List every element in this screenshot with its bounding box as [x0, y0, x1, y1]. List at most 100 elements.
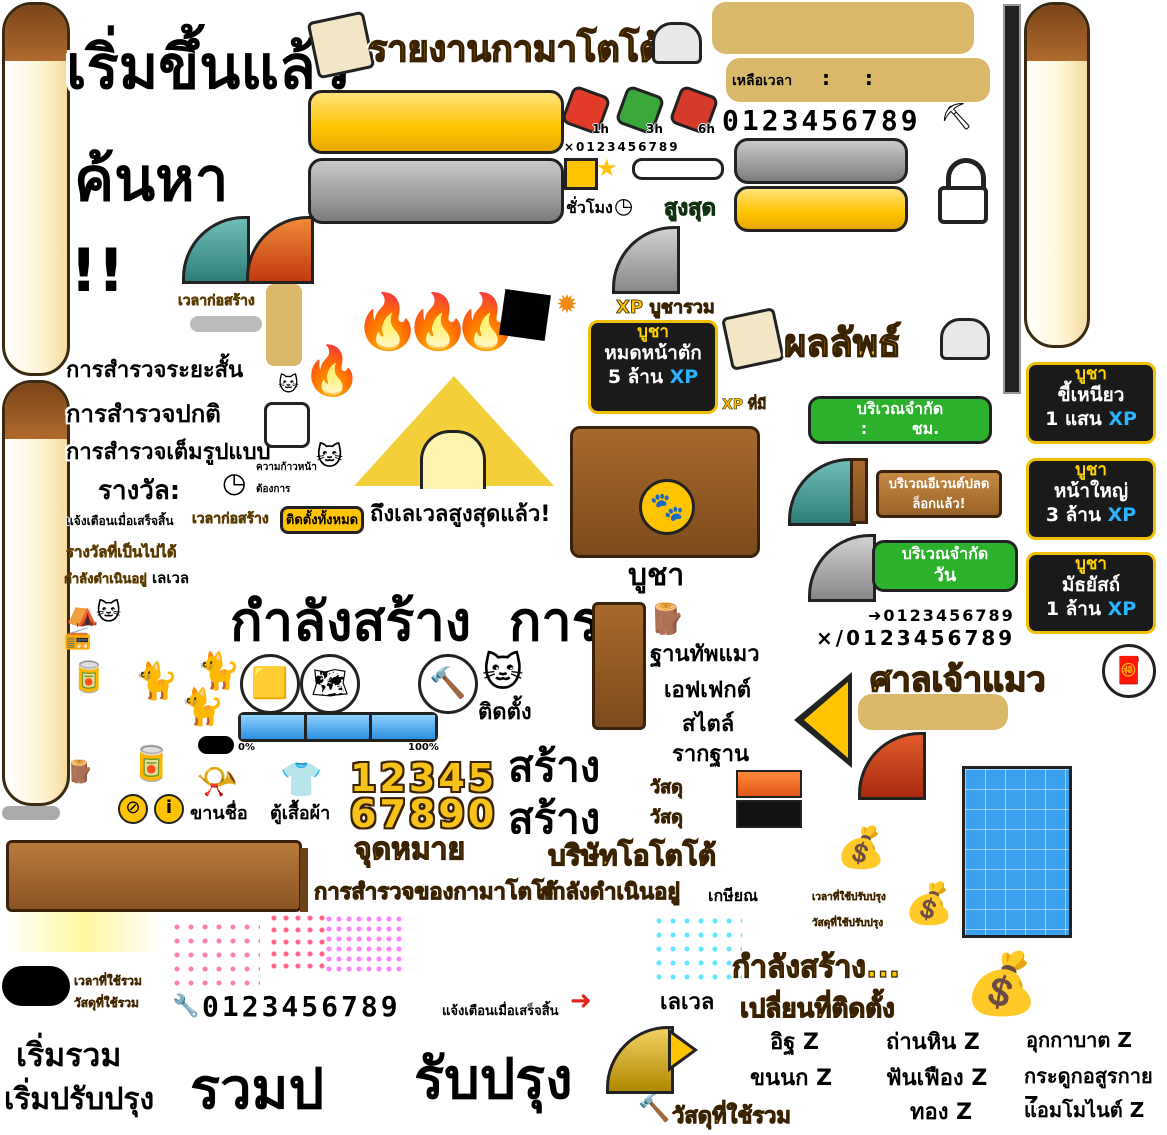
- change-install: เปลี่ยนที่ติดตั้ง: [739, 993, 895, 1024]
- speech-bubble: [264, 402, 310, 448]
- right-frame: [1003, 4, 1021, 394]
- offer-line-1: หมดหน้าตัก: [604, 342, 702, 364]
- hammer-bubble[interactable]: 🔨: [418, 654, 478, 714]
- tan-bar-top: [712, 2, 974, 54]
- build-time-label: เวลาก่อสร้าง: [178, 293, 255, 310]
- black-swatch: [736, 800, 802, 828]
- teal-corner-2: [788, 458, 856, 526]
- build-time-btn[interactable]: เวลาก่อสร้าง: [192, 511, 269, 528]
- wood-sign-board: [6, 840, 302, 912]
- mat-coal: ถ่านหิน Z: [886, 1030, 980, 1055]
- offer-title-3: บูชา: [1075, 460, 1107, 480]
- gold-bag-icon: 💰: [836, 825, 886, 871]
- tan-bar-shrine: [858, 694, 1008, 730]
- offer-badge-all-in[interactable]: บูชา หมดหน้าตัก 5 ล้าน XP: [588, 320, 718, 414]
- offer-title-2: บูชา: [1075, 364, 1107, 384]
- base-item-foundation[interactable]: รากฐาน: [672, 742, 750, 767]
- in-progress-big: กำลังดำเนินอยู่: [539, 880, 681, 906]
- gold-bar-bubble[interactable]: 🟨: [240, 654, 300, 714]
- max-label: สูงสุด: [664, 196, 717, 222]
- gray-button-small[interactable]: [734, 138, 908, 184]
- report-banner: รายงานกามาโตโต้: [306, 6, 702, 82]
- offer-badge-thrifty[interactable]: บูชา มัธยัสถ์ 1 ล้าน XP: [1026, 552, 1156, 634]
- wrench-icon: 🔧: [172, 994, 200, 1019]
- install-all-button[interactable]: ติดตั้งทั้งหมด: [280, 506, 364, 534]
- red-corner-1: [246, 216, 314, 284]
- white-pill: [632, 158, 724, 180]
- base-item-style[interactable]: สไตล์: [682, 712, 735, 737]
- gold-button-small[interactable]: [734, 186, 908, 232]
- offer-amount-2: 1 แสน: [1045, 408, 1102, 430]
- max-level-reached: ถึงเลเวลสูงสุดแล้ว!: [370, 502, 551, 527]
- base-item-cat-base[interactable]: ฐานทัพแมว: [650, 642, 760, 667]
- red-arrow-icon: ➜: [570, 986, 592, 1016]
- map-bubble[interactable]: 🗺: [300, 654, 360, 714]
- times-digits: ×/0123456789: [816, 626, 1016, 650]
- reward-label: รางวัล:: [98, 476, 181, 506]
- blue-grid-panel: [962, 766, 1072, 938]
- goal-label: จุดหมาย: [353, 831, 466, 867]
- offer-xp-2: XP: [1108, 408, 1137, 430]
- shirt-icon: 👕: [280, 760, 323, 800]
- start-upgrade[interactable]: เริ่มปรับปรุง: [4, 1082, 155, 1117]
- sparkle-decor-3: [324, 914, 404, 974]
- offer-xp-1: XP: [669, 366, 699, 388]
- hours-label: ชั่วโมง: [566, 198, 613, 217]
- mat-gold: ทอง Z: [910, 1100, 973, 1125]
- offer-badge-generous[interactable]: บูชา หน้าใหญ่ 3 ล้าน XP: [1026, 458, 1156, 540]
- gold-digits-2: 67890: [350, 792, 498, 836]
- helmet-icon-2: [940, 318, 990, 360]
- radio-icon: 📻: [64, 626, 92, 651]
- limited-area-hours-value: : ชม.: [860, 419, 940, 438]
- offer-amount-3: 3 ล้าน: [1045, 504, 1101, 526]
- cat-face-icon: 🐱: [96, 598, 122, 626]
- total-mats-2: วัสดุที่ใช้รวม: [672, 1104, 792, 1130]
- install-all-label: ติดตั้งทั้งหมด: [285, 513, 359, 528]
- building-dots: กำลังสร้าง...: [731, 949, 901, 985]
- upgrade-mats-label: วัสดุที่ใช้ปรับปรุง: [812, 918, 884, 929]
- offer-xp-3: XP: [1107, 504, 1137, 526]
- gray-slider: [190, 316, 262, 332]
- fire-icon-4: 🔥: [302, 343, 362, 399]
- material-label-2: วัสดุ: [650, 807, 684, 829]
- mat-beast-bone: กระดูกอสูรกาย Z: [1024, 1064, 1153, 1116]
- mat-brick: อิฐ Z: [770, 1030, 819, 1055]
- wood-panel: [592, 602, 646, 730]
- cat-group-icon-3: 🐈: [196, 651, 241, 692]
- possible-rewards: รางวัลที่เป็นไปได้: [66, 543, 177, 562]
- base-item-effect[interactable]: เอฟเฟกต์: [664, 678, 752, 703]
- explore-normal[interactable]: การสำรวจปกติ: [66, 400, 221, 428]
- glow-decor: [4, 912, 164, 952]
- paw-emblem-icon: 🐾: [639, 479, 695, 535]
- build-word-2: สร้าง: [508, 794, 601, 843]
- info-icon[interactable]: i: [154, 794, 184, 824]
- start-combine[interactable]: เริ่มรวม: [16, 1036, 122, 1074]
- mat-meteorite: อุกกาบาต Z: [1026, 1028, 1132, 1052]
- retire-label: เกษียณ: [708, 886, 758, 905]
- side-panel-bottom: [2, 380, 70, 806]
- offer-title-1: บูชา: [637, 322, 669, 342]
- xp-owned: XP ที่มี: [722, 397, 767, 414]
- black-pill-large: [2, 966, 70, 1006]
- cat-group-icon-2: 🐈: [180, 687, 225, 728]
- notify-done-2: แจ้งเตือนเมื่อเสร็จสิ้น: [442, 1004, 559, 1019]
- cancel-icon[interactable]: ⊘: [118, 794, 148, 824]
- offer-badge-stingy[interactable]: บูชา ขี้เหนียว 1 แสน XP: [1026, 362, 1156, 444]
- whistle-icon: 📯: [196, 762, 239, 802]
- hammer-icon-small: 🔨: [638, 1094, 671, 1124]
- explore-full[interactable]: การสำรวจเต็มรูปแบบ: [66, 440, 271, 465]
- rope-post: [300, 848, 308, 912]
- offering-chest[interactable]: 🐾: [570, 426, 760, 558]
- wrench-digits: 0123456789: [202, 990, 401, 1023]
- cat-icon-2: 🐱: [316, 442, 344, 472]
- hut-icon: ⛺: [66, 598, 99, 628]
- cat-group-icon: 🐈: [134, 661, 179, 702]
- log-pile-icon: 🪵: [648, 602, 686, 637]
- level-label-2: เลเวล: [660, 990, 715, 1015]
- gray-button-large[interactable]: [308, 158, 564, 224]
- explore-short[interactable]: การสำรวจระยะสั้น: [66, 358, 244, 383]
- side-panel-right: [1024, 2, 1090, 348]
- event-unlocked-text: บริเวณอีเวนต์ปลดล็อกแล้ว!: [888, 477, 990, 512]
- gold-button-large[interactable]: [308, 90, 564, 154]
- potion-time-6: 6h: [698, 122, 715, 136]
